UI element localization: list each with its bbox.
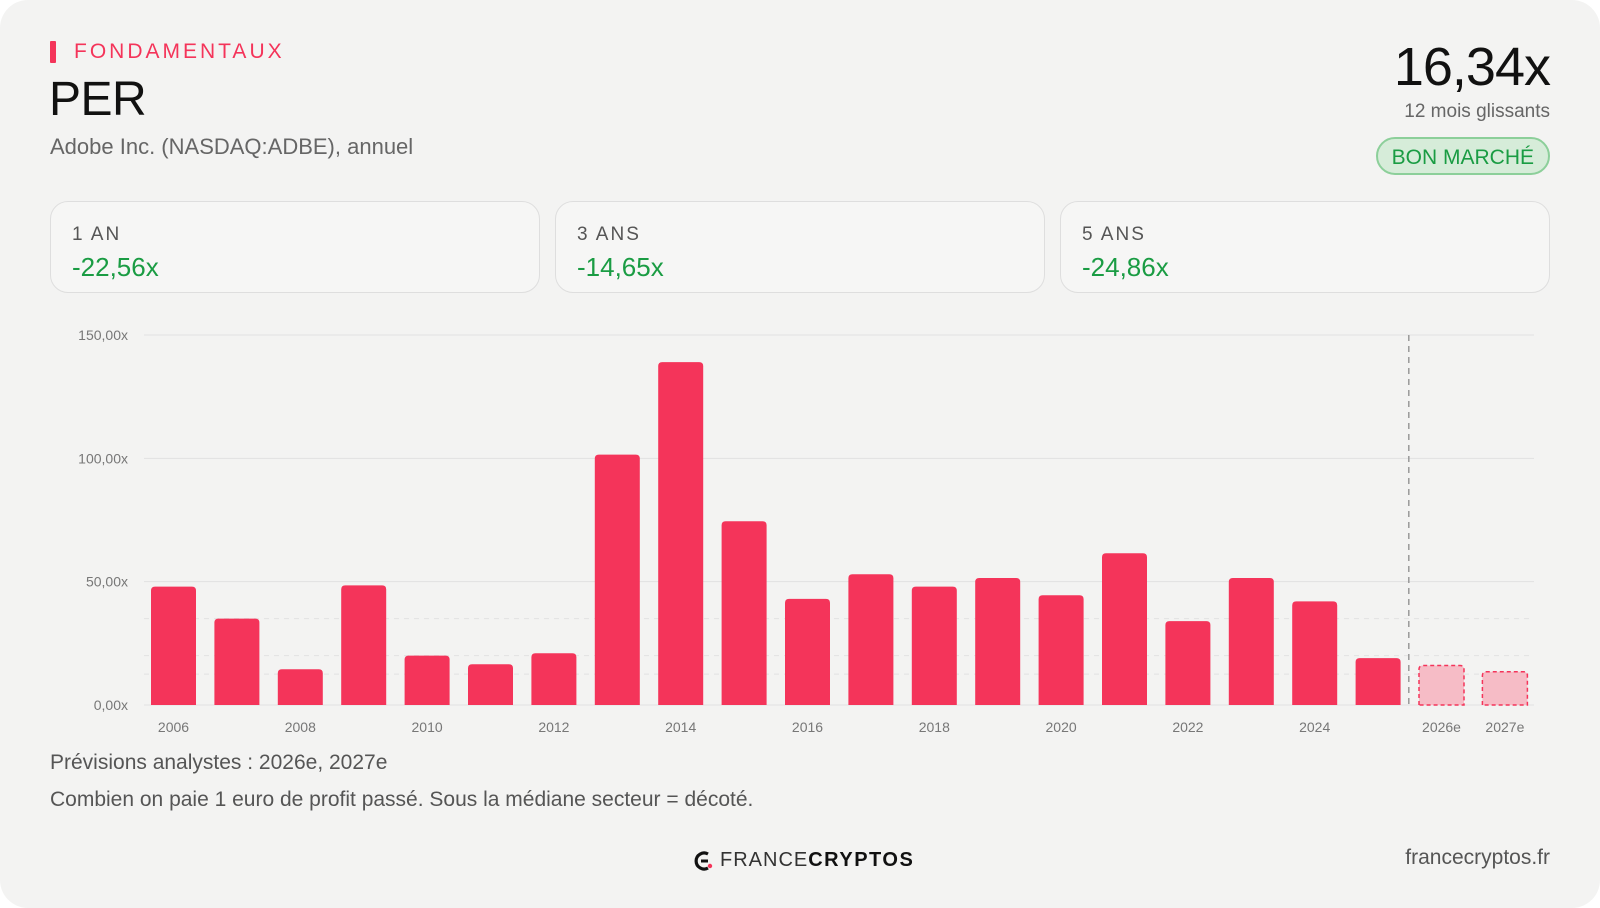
brand-mark-icon <box>694 850 713 871</box>
x-tick-label: 2014 <box>665 719 696 735</box>
forecast-bar <box>1481 670 1529 706</box>
stat-value: -24,86x <box>1082 252 1169 282</box>
x-tick-label: 2026e <box>1422 719 1461 735</box>
bar <box>911 586 957 705</box>
bar <box>658 362 704 705</box>
y-tick-label: 0,00x <box>94 697 128 713</box>
bar <box>1038 595 1084 705</box>
bar <box>1355 658 1401 705</box>
current-per-caption: 12 mois glissants <box>1404 101 1550 122</box>
stat-value: -22,56x <box>72 252 159 282</box>
explanation-note: Combien on paie 1 euro de profit passé. … <box>50 788 754 811</box>
current-per-value: 16,34x <box>1393 37 1551 97</box>
brand-name-bold: CRYPTOS <box>808 849 915 871</box>
y-tick-label: 50,00x <box>86 574 128 590</box>
bar <box>404 655 450 705</box>
x-tick-label: 2024 <box>1299 719 1330 735</box>
stat-card-3y: 3 ANS -14,65x <box>555 201 1045 293</box>
section-eyebrow: FONDAMENTAUX <box>50 40 285 64</box>
bar <box>151 586 196 705</box>
stat-card-1y: 1 AN -22,56x <box>50 201 540 293</box>
bar <box>531 653 577 705</box>
y-tick-label: 150,00x <box>78 327 128 343</box>
brand-logo: FRANCE CRYPTOS <box>692 849 914 872</box>
bar <box>848 574 894 705</box>
bar <box>721 521 767 705</box>
chart-subtitle: Adobe Inc. (NASDAQ:ADBE), annuel <box>50 134 414 159</box>
brand-name-light: FRANCE <box>720 849 809 871</box>
x-tick-label: 2008 <box>285 719 316 735</box>
x-tick-label: 2027e <box>1485 719 1524 735</box>
x-tick-label: 2006 <box>158 719 189 735</box>
y-tick-label: 100,00x <box>78 450 128 466</box>
forecast-bar <box>1418 664 1465 706</box>
stat-value: -14,65x <box>577 252 664 282</box>
bar <box>785 598 830 705</box>
bar <box>1292 601 1338 705</box>
stat-label: 5 ANS <box>1082 224 1146 245</box>
section-label: FONDAMENTAUX <box>74 40 285 63</box>
x-tick-label: 2020 <box>1046 719 1077 735</box>
valuation-badge: BON MARCHÉ <box>1375 137 1550 175</box>
chart-title: PER <box>49 73 147 126</box>
bar <box>1102 553 1147 705</box>
bar <box>341 585 387 705</box>
x-tick-label: 2010 <box>412 719 443 735</box>
bar <box>594 454 640 705</box>
x-tick-label: 2016 <box>792 719 823 735</box>
accent-bar <box>50 41 56 63</box>
stat-label: 1 AN <box>72 224 122 245</box>
site-url[interactable]: francecryptos.fr <box>1405 846 1550 869</box>
bar <box>468 664 513 705</box>
bar <box>1165 621 1211 705</box>
forecast-note: Prévisions analystes : 2026e, 2027e <box>50 751 388 774</box>
x-tick-label: 2018 <box>919 719 950 735</box>
bar <box>1228 577 1274 705</box>
stat-card-5y: 5 ANS -24,86x <box>1060 201 1550 293</box>
bar <box>214 618 260 705</box>
bar <box>277 669 323 705</box>
x-tick-label: 2022 <box>1172 719 1203 735</box>
x-tick-label: 2012 <box>538 719 569 735</box>
stat-label: 3 ANS <box>577 224 641 245</box>
bar <box>975 577 1021 705</box>
